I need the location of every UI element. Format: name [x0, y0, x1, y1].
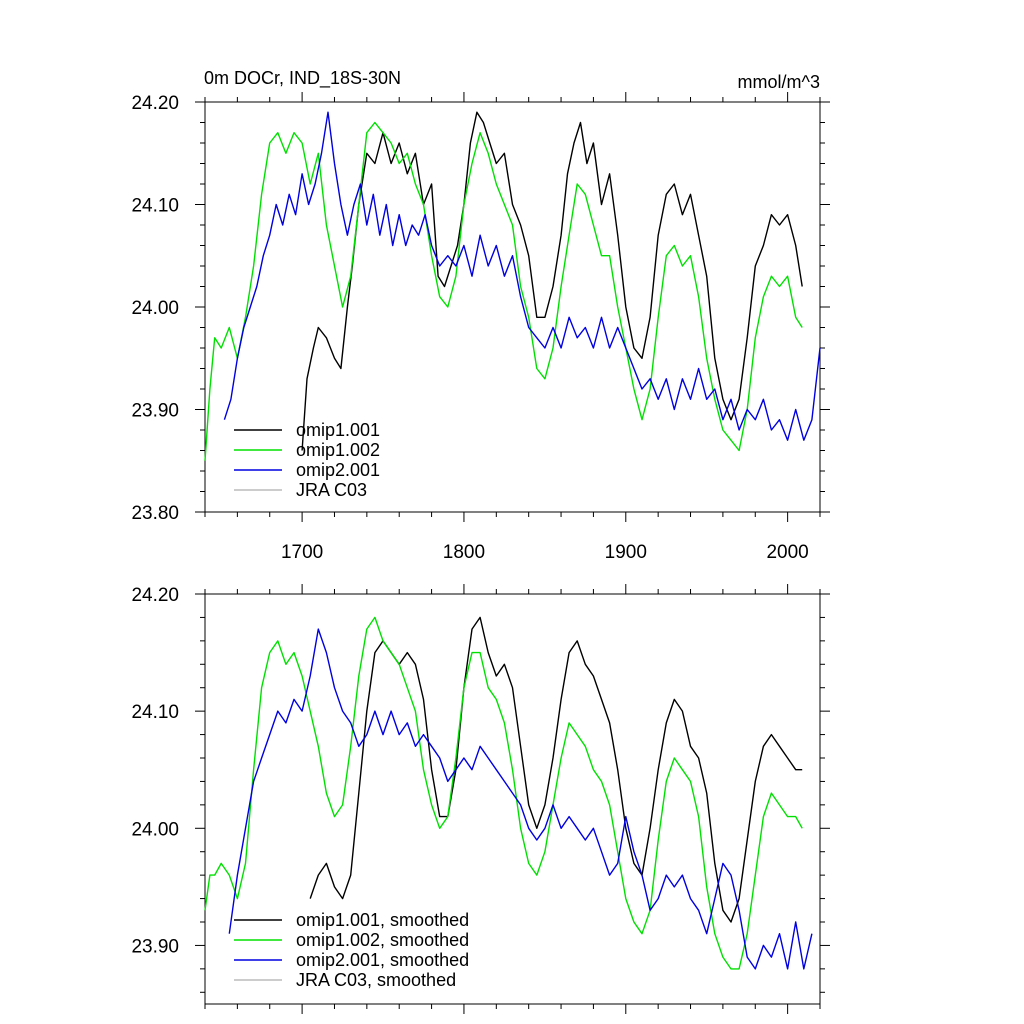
x-tick-label: 1800 — [443, 542, 485, 563]
series-line-2 — [223, 111, 821, 441]
x-tick-label: 1700 — [281, 542, 323, 563]
series-line-0 — [309, 616, 803, 923]
x-tick-label: 2000 — [766, 542, 808, 563]
legend-label: omip2.001 — [296, 460, 380, 480]
legend-label: omip1.001 — [296, 420, 380, 440]
plot-frame — [204, 593, 821, 1005]
series-line-1 — [204, 616, 803, 970]
x-tick-label: 1900 — [605, 542, 647, 563]
legend-label: omip1.002 — [296, 440, 380, 460]
series-line-0 — [301, 111, 803, 451]
y-tick-label: 23.90 — [131, 936, 179, 957]
y-tick-label: 24.00 — [131, 298, 179, 319]
series-line-2 — [228, 628, 813, 970]
y-tick-label: 23.80 — [131, 503, 179, 524]
series-line-1 — [204, 121, 803, 461]
top-chart-units: mmol/m^3 — [738, 72, 820, 92]
y-tick-label: 24.00 — [131, 819, 179, 840]
y-tick-label: 24.10 — [131, 196, 179, 217]
legend-label: omip1.001, smoothed — [296, 910, 469, 930]
top-chart: 23.80 23.90 24.00 24.10 24.20 1700 1800 1900 200… — [131, 92, 830, 563]
y-tick-label: 24.10 — [131, 702, 179, 723]
legend-label: omip2.001, smoothed — [296, 950, 469, 970]
top-chart-title: 0m DOCr, IND_18S-30N — [204, 68, 401, 89]
legend-label: JRA C03, smoothed — [296, 970, 456, 990]
y-tick-label: 24.20 — [131, 585, 179, 606]
legend-label: JRA C03 — [296, 480, 367, 500]
legend-label: omip1.002, smoothed — [296, 930, 469, 950]
y-tick-label: 24.20 — [131, 93, 179, 114]
y-tick-label: 23.90 — [131, 401, 179, 422]
